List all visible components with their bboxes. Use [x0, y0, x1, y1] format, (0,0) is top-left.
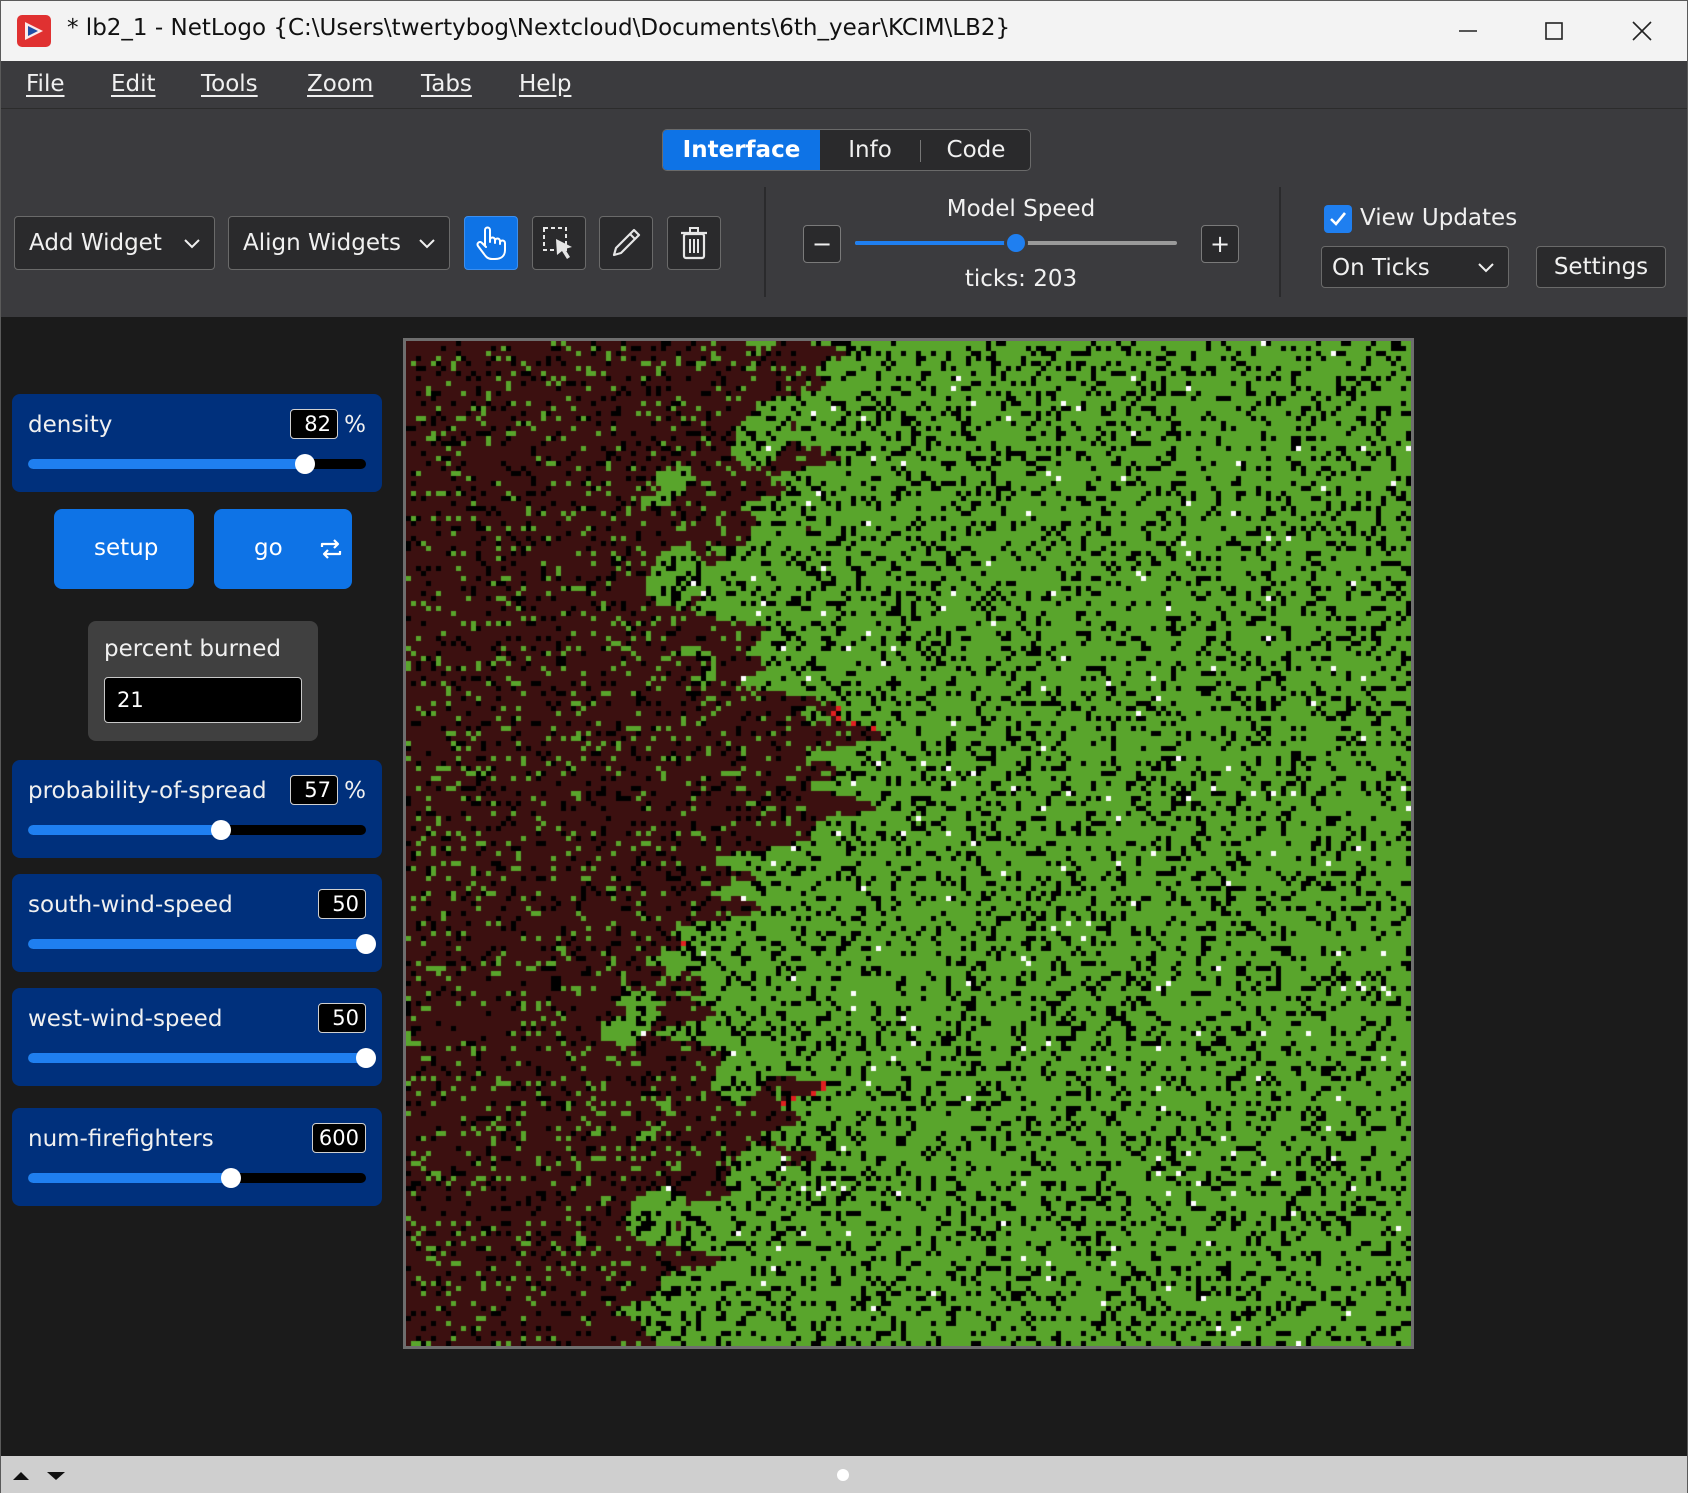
interact-tool-button[interactable]: [464, 216, 518, 270]
speed-decrease-button[interactable]: −: [803, 225, 841, 263]
num-firefighters-knob[interactable]: [220, 1168, 241, 1188]
south-wind-speed-knob[interactable]: [356, 934, 376, 954]
model-speed-label: Model Speed: [946, 196, 1096, 222]
setup-label: setup: [94, 535, 159, 561]
probability-of-spread-slider[interactable]: probability-of-spread 57 %: [12, 760, 382, 858]
menu-edit[interactable]: Edit: [111, 71, 156, 97]
west-wind-speed-label: west-wind-speed: [28, 1006, 223, 1032]
probability-of-spread-label: probability-of-spread: [28, 778, 267, 804]
num-firefighters-track[interactable]: [28, 1168, 366, 1188]
delete-trash-icon: [681, 227, 707, 260]
go-label: go: [254, 535, 283, 561]
model-speed-fill: [855, 241, 1016, 245]
menu-bar: File Edit Tools Zoom Tabs Help: [1, 61, 1687, 109]
density-fill: [28, 459, 306, 469]
align-widgets-dropdown[interactable]: Align Widgets: [228, 216, 450, 270]
speed-increase-button[interactable]: +: [1201, 225, 1239, 263]
tab-divider: [920, 140, 921, 162]
settings-button[interactable]: Settings: [1536, 246, 1666, 288]
west-wind-speed-fill: [28, 1053, 366, 1063]
west-wind-speed-value[interactable]: 50: [318, 1003, 366, 1033]
west-wind-speed-knob[interactable]: [356, 1048, 376, 1068]
density-knob[interactable]: [295, 454, 316, 474]
ticks-counter: ticks: 203: [964, 266, 1078, 292]
interact-hand-icon: [476, 226, 506, 260]
density-track[interactable]: [28, 454, 366, 474]
title-bar: * lb2_1 - NetLogo {C:\Users\twertybog\Ne…: [1, 1, 1687, 61]
edit-tool-button[interactable]: [599, 216, 653, 270]
density-slider[interactable]: density 82 %: [12, 394, 382, 492]
menu-zoom[interactable]: Zoom: [307, 71, 374, 97]
probability-of-spread-fill: [28, 825, 221, 835]
add-widget-dropdown[interactable]: Add Widget: [14, 216, 215, 270]
view-updates-label: View Updates: [1360, 205, 1518, 231]
view-updates-checkbox[interactable]: [1324, 205, 1352, 233]
go-button[interactable]: go: [214, 509, 352, 589]
probability-of-spread-track[interactable]: [28, 820, 366, 840]
menu-tabs[interactable]: Tabs: [421, 71, 472, 97]
checkmark-icon: [1330, 212, 1347, 226]
tab-bar: Interface Info Code: [662, 129, 1031, 171]
num-firefighters-fill: [28, 1173, 231, 1183]
window-title: * lb2_1 - NetLogo {C:\Users\twertybog\Ne…: [67, 15, 1011, 41]
forever-loop-icon: [320, 539, 342, 559]
tab-info[interactable]: Info: [848, 137, 892, 163]
command-center-bar: [1, 1456, 1687, 1493]
south-wind-speed-fill: [28, 939, 366, 949]
chevron-down-icon: [1478, 263, 1494, 273]
num-firefighters-value[interactable]: 600: [311, 1123, 366, 1153]
align-widgets-label: Align Widgets: [243, 230, 401, 256]
west-wind-speed-track[interactable]: [28, 1048, 376, 1068]
edit-pencil-icon: [612, 228, 641, 257]
west-wind-speed-slider[interactable]: west-wind-speed 50: [12, 988, 382, 1086]
chevron-down-icon: [419, 239, 435, 249]
tab-interface[interactable]: Interface: [663, 130, 820, 170]
chevron-down-icon: [184, 239, 200, 249]
percent-burned-value: 21: [104, 677, 302, 723]
south-wind-speed-value[interactable]: 50: [318, 889, 366, 919]
probability-of-spread-knob[interactable]: [210, 820, 231, 840]
maximize-button[interactable]: [1511, 1, 1597, 61]
toolbar: Interface Info Code Add Widget Align Wid…: [1, 109, 1687, 317]
density-label: density: [28, 412, 113, 438]
toolbar-separator: [1279, 187, 1281, 297]
model-speed-knob[interactable]: [1004, 231, 1028, 255]
add-widget-label: Add Widget: [29, 230, 162, 256]
setup-button[interactable]: setup: [54, 509, 194, 589]
probability-of-spread-value[interactable]: 57: [290, 775, 338, 805]
select-tool-button[interactable]: [532, 216, 586, 270]
world-view[interactable]: [403, 338, 1414, 1349]
close-icon: [1632, 21, 1652, 41]
resize-handle-dot[interactable]: [837, 1469, 849, 1481]
menu-help[interactable]: Help: [519, 71, 572, 97]
toolbar-separator: [764, 187, 766, 297]
expand-collapse-arrows-icon[interactable]: [13, 1468, 69, 1482]
select-icon: [543, 227, 572, 259]
menu-file[interactable]: File: [26, 71, 65, 97]
model-speed-slider[interactable]: [855, 231, 1177, 255]
update-mode-dropdown[interactable]: On Ticks: [1321, 246, 1509, 288]
num-firefighters-slider[interactable]: num-firefighters 600: [12, 1108, 382, 1206]
menu-tools[interactable]: Tools: [201, 71, 258, 97]
minimize-button[interactable]: [1425, 1, 1511, 61]
south-wind-speed-slider[interactable]: south-wind-speed 50: [12, 874, 382, 972]
south-wind-speed-track[interactable]: [28, 934, 376, 954]
minimize-icon: [1459, 30, 1477, 32]
netlogo-app-icon: [17, 15, 51, 47]
south-wind-speed-label: south-wind-speed: [28, 892, 233, 918]
maximize-icon: [1545, 22, 1563, 40]
tab-code[interactable]: Code: [946, 137, 1006, 163]
close-button[interactable]: [1599, 1, 1685, 61]
num-firefighters-label: num-firefighters: [28, 1126, 214, 1152]
density-unit: %: [344, 412, 366, 438]
density-value[interactable]: 82: [290, 409, 338, 439]
percent-burned-label: percent burned: [104, 636, 281, 662]
update-mode-label: On Ticks: [1332, 255, 1430, 281]
delete-tool-button[interactable]: [667, 216, 721, 270]
percent-burned-monitor: percent burned 21: [88, 621, 318, 741]
world-canvas[interactable]: [406, 341, 1411, 1346]
probability-of-spread-unit: %: [344, 778, 366, 804]
